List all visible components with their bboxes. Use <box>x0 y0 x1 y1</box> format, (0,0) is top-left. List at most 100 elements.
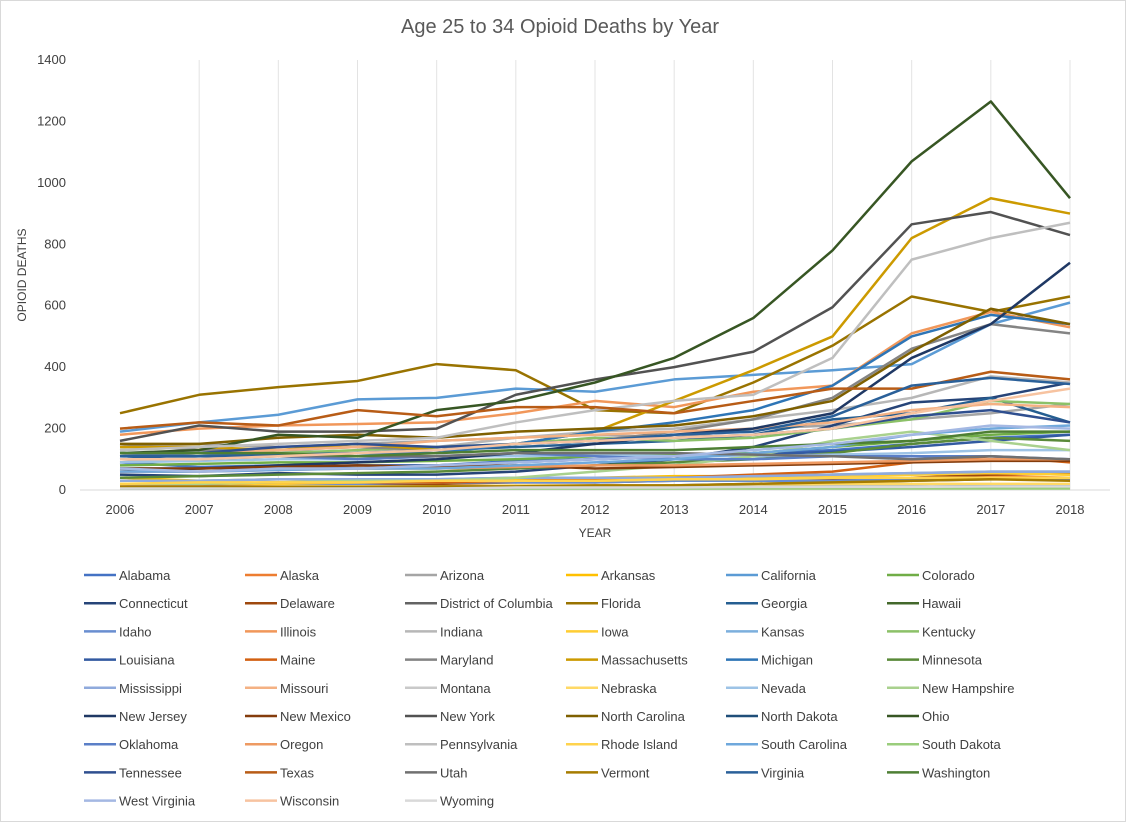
legend-item-indiana: Indiana <box>405 624 483 639</box>
legend-item-montana: Montana <box>405 681 491 696</box>
series-line-missouri <box>119 402 1071 458</box>
series-line-new-mexico <box>120 459 1070 470</box>
legend-item-north-carolina: North Carolina <box>566 709 686 724</box>
x-tick-label: 2009 <box>343 502 372 517</box>
legend-label: North Dakota <box>761 709 838 724</box>
legend-item-wyoming: Wyoming <box>405 794 494 809</box>
legend-label: Idaho <box>119 624 152 639</box>
x-tick-label: 2016 <box>897 502 926 517</box>
legend-item-texas: Texas <box>245 765 314 780</box>
legend-item-vermont: Vermont <box>566 765 650 780</box>
axes: 0 200 400 600 800 1000 1200 1400 2006 2007 2008 200… <box>37 52 1110 517</box>
legend-label: North Carolina <box>601 709 686 724</box>
series-line-new-york <box>119 210 1071 443</box>
legend-item-delaware: Delaware <box>245 596 335 611</box>
legend-label: Nebraska <box>601 681 657 696</box>
legend-item-oregon: Oregon <box>245 737 323 752</box>
legend-item-louisiana: Louisiana <box>84 653 175 668</box>
legend-item-california: California <box>726 568 817 583</box>
y-tick-label: 800 <box>44 236 66 251</box>
legend-item-new-hampshire: New Hampshire <box>887 681 1014 696</box>
legend-label: Hawaii <box>922 596 961 611</box>
legend-label: District of Columbia <box>440 596 553 611</box>
series-line-vermont <box>120 478 1071 489</box>
legend-label: Vermont <box>601 765 650 780</box>
legend-label: Illinois <box>280 624 317 639</box>
legend-label: Massachusetts <box>601 653 688 668</box>
legend-item-iowa: Iowa <box>566 624 629 639</box>
legend-label: Nevada <box>761 681 807 696</box>
legend-label: Pennsylvania <box>440 737 518 752</box>
x-tick-label: 2017 <box>976 502 1005 517</box>
legend-item-virginia: Virginia <box>726 765 805 780</box>
legend: Alabama Alaska Arizona Arkansas California Co… <box>84 568 1014 809</box>
legend-label: Maine <box>280 653 315 668</box>
legend-label: South Carolina <box>761 737 848 752</box>
legend-item-oklahoma: Oklahoma <box>84 737 179 752</box>
legend-item-colorado: Colorado <box>887 568 975 583</box>
legend-item-pennsylvania: Pennsylvania <box>405 737 518 752</box>
legend-label: Louisiana <box>119 653 175 668</box>
series-line-ohio <box>119 100 1071 455</box>
legend-item-hawaii: Hawaii <box>887 596 961 611</box>
series-line-washington <box>120 430 1070 458</box>
legend-item-massachusetts: Massachusetts <box>566 653 688 668</box>
legend-label: Washington <box>922 765 990 780</box>
legend-label: Georgia <box>761 596 808 611</box>
legend-label: Kentucky <box>922 624 976 639</box>
legend-label: New Mexico <box>280 709 351 724</box>
legend-label: Alaska <box>280 568 320 583</box>
legend-item-alabama: Alabama <box>84 568 171 583</box>
legend-item-ohio: Ohio <box>887 709 949 724</box>
legend-label: Delaware <box>280 596 335 611</box>
legend-label: Indiana <box>440 624 483 639</box>
legend-label: West Virginia <box>119 794 196 809</box>
legend-item-nebraska: Nebraska <box>566 681 657 696</box>
legend-item-new-jersey: New Jersey <box>84 709 187 724</box>
x-tick-label: 2015 <box>818 502 847 517</box>
legend-item-south-carolina: South Carolina <box>726 737 848 752</box>
y-tick-label: 1200 <box>37 113 66 128</box>
chart-title: Age 25 to 34 Opioid Deaths by Year <box>401 16 719 38</box>
legend-label: Colorado <box>922 568 975 583</box>
legend-label: New Jersey <box>119 709 187 724</box>
legend-item-tennessee: Tennessee <box>84 765 182 780</box>
legend-item-michigan: Michigan <box>726 653 813 668</box>
legend-label: Oklahoma <box>119 737 179 752</box>
x-tick-label: 2018 <box>1056 502 1085 517</box>
legend-item-district-of-columbia: District of Columbia <box>405 596 553 611</box>
series-line-north-carolina <box>120 307 1071 446</box>
legend-item-south-dakota: South Dakota <box>887 737 1002 752</box>
legend-label: Utah <box>440 765 467 780</box>
legend-label: Michigan <box>761 653 813 668</box>
legend-label: Arkansas <box>601 568 656 583</box>
legend-label: Wyoming <box>440 794 494 809</box>
legend-item-washington: Washington <box>887 765 990 780</box>
legend-item-missouri: Missouri <box>245 681 329 696</box>
legend-item-florida: Florida <box>566 596 642 611</box>
series-line-wisconsin <box>120 387 1071 461</box>
y-tick-label: 200 <box>44 421 66 436</box>
legend-item-maine: Maine <box>245 653 315 668</box>
legend-item-new-york: New York <box>405 709 495 724</box>
series-line-mississippi <box>120 470 1070 483</box>
legend-label: New York <box>440 709 495 724</box>
x-tick-label: 2013 <box>660 502 689 517</box>
y-tick-label: 400 <box>44 359 66 374</box>
x-tick-label: 2012 <box>581 502 610 517</box>
legend-label: Rhode Island <box>601 737 678 752</box>
legend-item-arkansas: Arkansas <box>566 568 656 583</box>
legend-label: Virginia <box>761 765 805 780</box>
series-line-california <box>119 301 1071 433</box>
series-lines <box>119 100 1071 490</box>
legend-label: Tennessee <box>119 765 182 780</box>
x-tick-label: 2014 <box>739 502 768 517</box>
legend-item-rhode-island: Rhode Island <box>566 737 678 752</box>
series-line-wyoming <box>120 485 1070 490</box>
legend-label: Alabama <box>119 568 171 583</box>
series-line-rhode-island <box>119 476 1070 486</box>
legend-item-arizona: Arizona <box>405 568 485 583</box>
y-tick-label: 0 <box>59 482 66 497</box>
legend-label: Arizona <box>440 568 485 583</box>
